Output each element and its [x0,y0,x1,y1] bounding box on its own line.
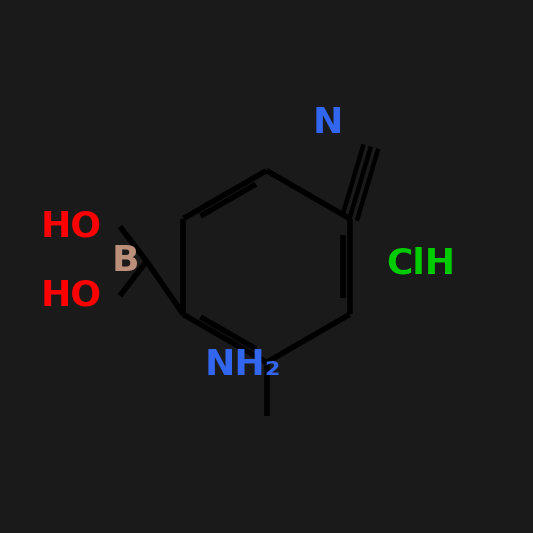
Text: NH₂: NH₂ [204,348,281,382]
Text: ClH: ClH [386,247,456,281]
Text: HO: HO [40,209,101,244]
Text: B: B [111,244,139,278]
Text: HO: HO [40,279,101,313]
Text: N: N [313,106,343,140]
